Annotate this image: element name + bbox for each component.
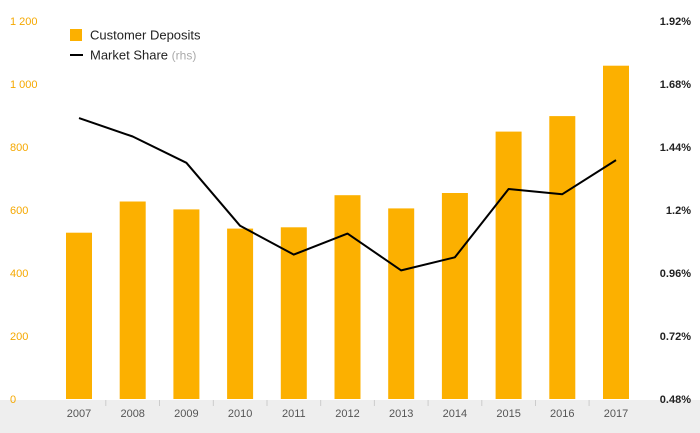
bar-2015 bbox=[495, 131, 522, 399]
left-tick-label: 400 bbox=[10, 268, 28, 280]
x-tick-label: 2017 bbox=[604, 408, 628, 420]
x-axis-ticks: 2007 2008 2009 2010 2011 2012 2013 2014 2015 2016… bbox=[67, 400, 628, 420]
x-tick-label: 2013 bbox=[389, 408, 413, 420]
right-axis-ticks: 0.48% 0.72% 0.96% 1.2% 1.44% 1.68% 1.92% bbox=[660, 16, 691, 406]
x-tick-label: 2014 bbox=[443, 408, 467, 420]
bar-2007 bbox=[66, 232, 92, 399]
right-tick-label: 0.48% bbox=[660, 394, 691, 406]
left-tick-label: 200 bbox=[10, 331, 28, 343]
x-tick-label: 2016 bbox=[550, 408, 574, 420]
left-tick-label: 600 bbox=[10, 205, 28, 217]
legend-label-market-share: Market Share (rhs) bbox=[90, 48, 196, 63]
bar-2010 bbox=[227, 228, 254, 399]
x-tick-label: 2011 bbox=[282, 408, 306, 420]
right-tick-label: 1.68% bbox=[660, 79, 691, 91]
left-axis-ticks: 0 200 400 600 800 1 000 1 200 bbox=[10, 16, 38, 406]
right-tick-label: 1.44% bbox=[660, 142, 691, 154]
left-tick-label: 800 bbox=[10, 142, 28, 154]
bar-2011 bbox=[280, 227, 307, 399]
right-tick-label: 0.72% bbox=[660, 331, 691, 343]
x-tick-label: 2012 bbox=[335, 408, 359, 420]
x-tick-label: 2015 bbox=[496, 408, 520, 420]
legend-label-market-share-name: Market Share bbox=[90, 48, 168, 63]
legend: Customer Deposits Market Share (rhs) bbox=[70, 28, 201, 63]
bar-2016 bbox=[549, 116, 576, 399]
legend-label-customer-deposits: Customer Deposits bbox=[90, 28, 201, 43]
legend-swatch-customer-deposits bbox=[70, 29, 82, 41]
left-tick-label: 1 000 bbox=[10, 79, 38, 91]
bar-2008 bbox=[119, 201, 146, 399]
x-tick-label: 2009 bbox=[174, 408, 198, 420]
x-axis-band bbox=[0, 400, 700, 433]
x-tick-label: 2010 bbox=[228, 408, 252, 420]
right-tick-label: 1.92% bbox=[660, 16, 691, 28]
right-tick-label: 1.2% bbox=[666, 205, 691, 217]
bar-2014 bbox=[441, 193, 468, 399]
legend-label-market-share-suffix: (rhs) bbox=[172, 49, 197, 63]
bars-group bbox=[66, 65, 629, 399]
left-tick-label: 1 200 bbox=[10, 16, 38, 28]
bar-2009 bbox=[173, 209, 200, 399]
bar-2013 bbox=[388, 208, 415, 399]
right-tick-label: 0.96% bbox=[660, 268, 691, 280]
bar-2017 bbox=[603, 65, 629, 399]
market-share-line bbox=[78, 117, 617, 272]
x-tick-label: 2007 bbox=[67, 408, 91, 420]
left-tick-label: 0 bbox=[10, 394, 16, 406]
x-tick-label: 2008 bbox=[120, 408, 144, 420]
bar-2012 bbox=[334, 195, 361, 399]
